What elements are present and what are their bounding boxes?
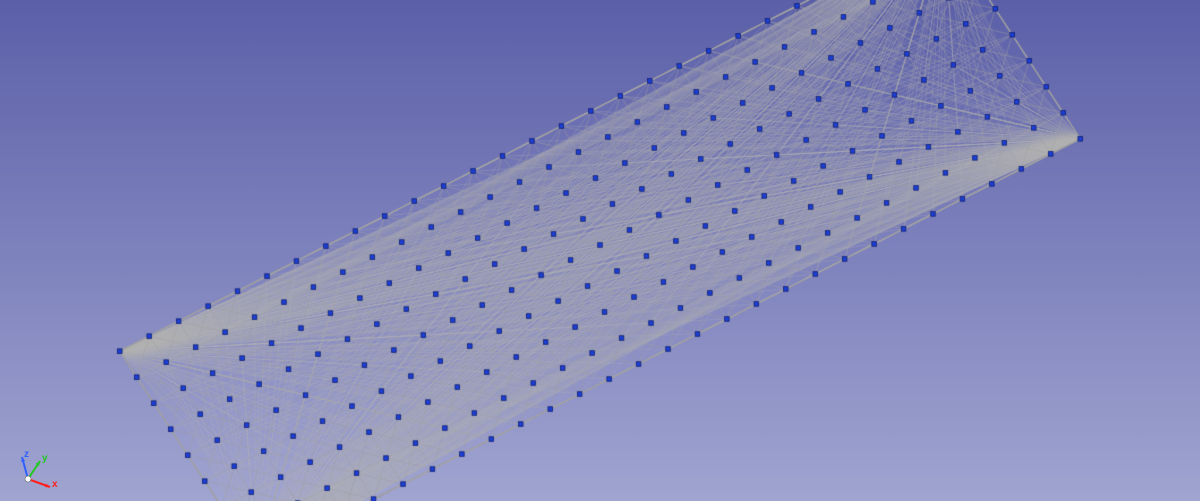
- 3d-viewport[interactable]: x y z: [0, 0, 1200, 501]
- mesh-wireframe-canvas[interactable]: [0, 0, 1200, 501]
